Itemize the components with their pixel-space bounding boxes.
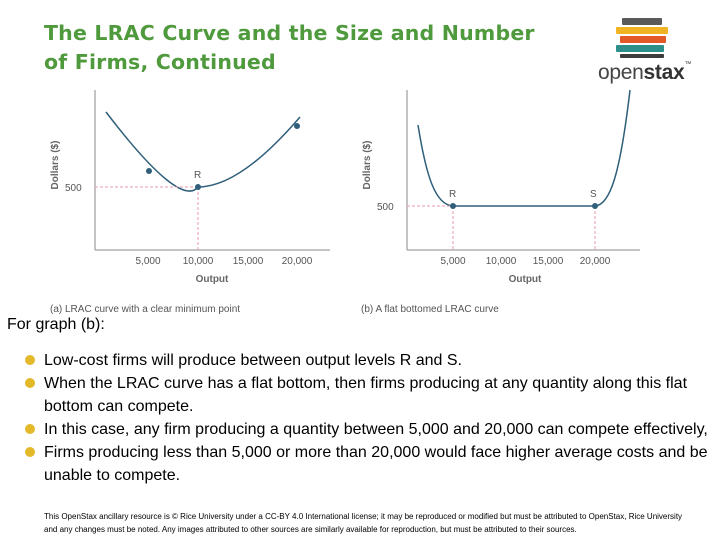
graph-a-x-tick-20000: 20,000 bbox=[282, 256, 313, 267]
graph-b-point-r-label: R bbox=[449, 189, 456, 200]
logo-wordmark: openstax™ bbox=[598, 61, 691, 85]
graph-a-point-left bbox=[146, 168, 152, 174]
graph-b-point-r bbox=[450, 203, 456, 209]
logo-word-open: open bbox=[598, 61, 644, 84]
slide-title-line-1: The LRAC Curve and the Size and Number bbox=[44, 21, 535, 45]
graph-a-point-right bbox=[294, 123, 300, 129]
bullet-item: Low-cost firms will produce between outp… bbox=[25, 349, 715, 372]
bullet-dot bbox=[25, 378, 35, 388]
graph-a-x-tick-15000: 15,000 bbox=[233, 256, 264, 267]
logo-bar-2 bbox=[616, 27, 668, 34]
graph-b-caption: (b) A flat bottomed LRAC curve bbox=[361, 304, 499, 315]
license-footer: This OpenStax ancillary resource is © Ri… bbox=[44, 512, 683, 534]
graph-b-y-tick-500: 500 bbox=[377, 202, 394, 213]
graph-b-x-tick-20000: 20,000 bbox=[580, 256, 611, 267]
graph-b-x-tick-10000: 10,000 bbox=[486, 256, 517, 267]
bullet-dot bbox=[25, 447, 35, 457]
graph-b-x-tick-15000: 15,000 bbox=[533, 256, 564, 267]
bullet-text: Firms producing less than 5,000 or more … bbox=[44, 444, 708, 484]
lrac-graphs: R 500 5,000 10,000 15,000 20,000 Output … bbox=[50, 89, 640, 315]
graph-a-point-r-label: R bbox=[194, 170, 201, 181]
bullet-item: Firms producing less than 5,000 or more … bbox=[25, 441, 715, 487]
graph-a-x-tick-10000: 10,000 bbox=[183, 256, 214, 267]
graph-a-lrac-curve bbox=[105, 111, 301, 192]
slide-title-line-2: of Firms, Continued bbox=[44, 50, 276, 74]
graph-a-point-r bbox=[195, 184, 201, 190]
logo-word-stax: stax bbox=[643, 61, 685, 84]
graph-a-y-label: Dollars ($) bbox=[50, 141, 61, 190]
graph-b-point-s bbox=[592, 203, 598, 209]
slide-title: The LRAC Curve and the Size and Number o… bbox=[44, 19, 604, 77]
bullet-text: In this case, any firm producing a quant… bbox=[44, 421, 708, 438]
graph-a-y-tick-500: 500 bbox=[65, 183, 82, 194]
bullet-item: When the LRAC curve has a flat bottom, t… bbox=[25, 372, 715, 418]
graph-b-y-label: Dollars ($) bbox=[362, 141, 373, 190]
openstax-logo: openstax™ bbox=[596, 16, 700, 88]
logo-trademark: ™ bbox=[684, 61, 692, 68]
graph-b: R S 500 5,000 10,000 15,000 20,000 Outpu… bbox=[361, 89, 640, 315]
graph-b-x-label: Output bbox=[509, 274, 542, 285]
graph-a-caption: (a) LRAC curve with a clear minimum poin… bbox=[50, 304, 240, 315]
bullet-dot bbox=[25, 355, 35, 365]
graph-a-x-tick-5000: 5,000 bbox=[135, 256, 160, 267]
logo-bar-3 bbox=[620, 36, 666, 43]
graph-a: R 500 5,000 10,000 15,000 20,000 Output … bbox=[50, 90, 330, 315]
bullet-item: In this case, any firm producing a quant… bbox=[25, 418, 715, 441]
logo-bar-1 bbox=[622, 18, 662, 25]
bullet-text: Low-cost firms will produce between outp… bbox=[44, 352, 462, 369]
bullet-list: Low-cost firms will produce between outp… bbox=[25, 349, 715, 487]
bullet-dot bbox=[25, 424, 35, 434]
bullet-text: When the LRAC curve has a flat bottom, t… bbox=[44, 375, 688, 415]
graph-a-x-label: Output bbox=[196, 274, 229, 285]
graph-b-x-tick-5000: 5,000 bbox=[440, 256, 465, 267]
logo-bar-5 bbox=[620, 54, 664, 58]
intro-text: For graph (b): bbox=[7, 316, 105, 333]
logo-bar-4 bbox=[616, 45, 664, 52]
graph-b-point-s-label: S bbox=[590, 189, 597, 200]
